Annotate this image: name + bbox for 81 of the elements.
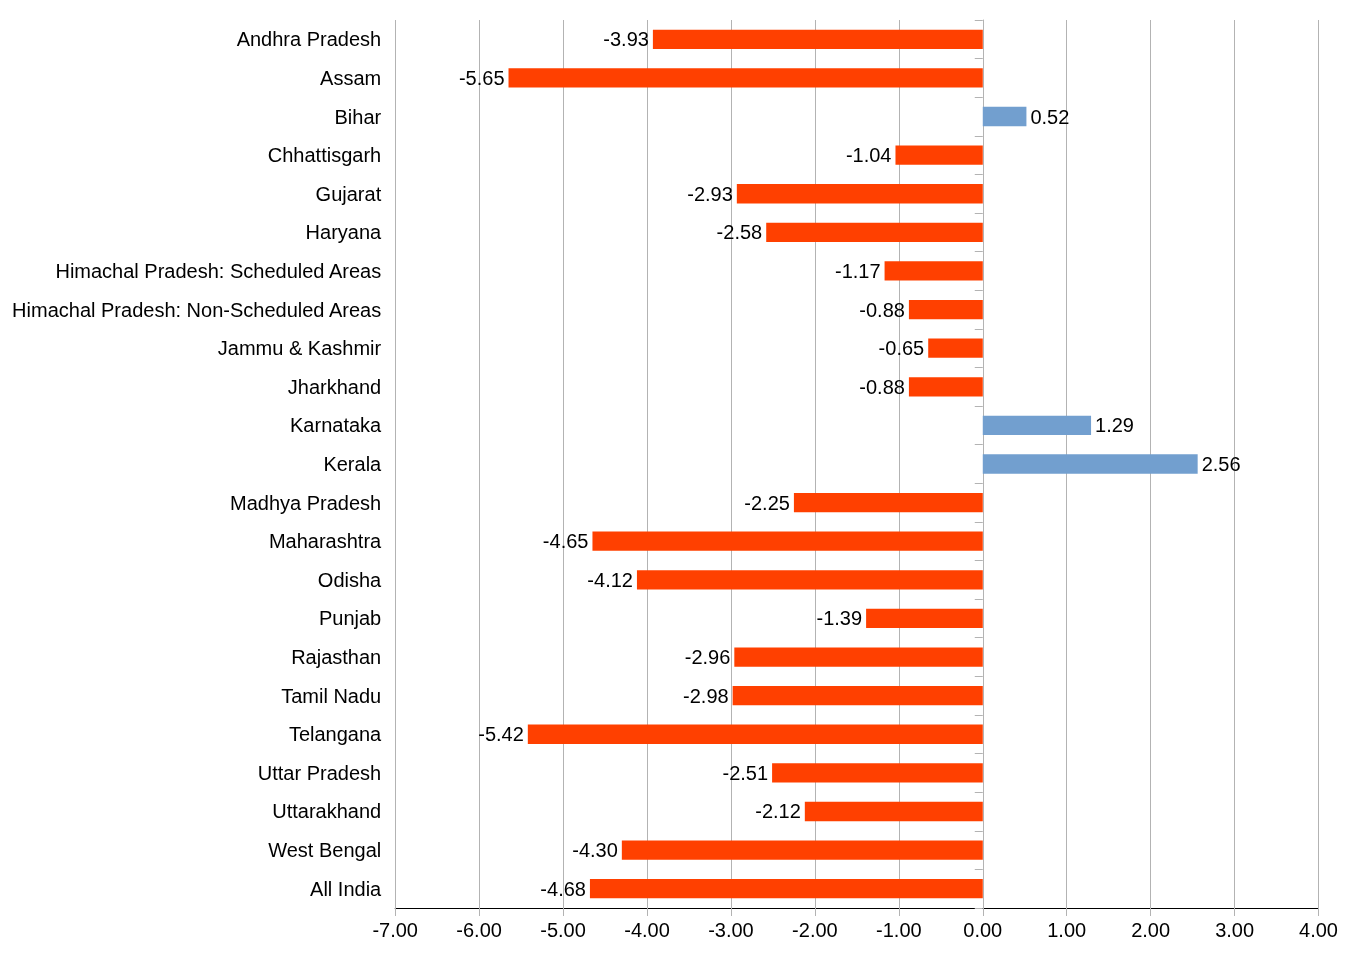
data-label: -3.93 (603, 28, 649, 51)
data-label: -5.65 (458, 66, 505, 89)
y-tick-label: Andhra Pradesh (236, 28, 382, 51)
y-tick-label: Punjab (318, 607, 382, 630)
data-label: -5.42 (478, 723, 524, 746)
y-tick-label: Chhattisgarh (267, 144, 382, 167)
x-tick-label: 1.00 (1047, 919, 1087, 941)
y-tick-label: Odisha (317, 568, 383, 591)
data-label: -0.88 (859, 375, 905, 398)
bar (734, 647, 983, 667)
x-tick-label: -3.00 (708, 919, 754, 941)
y-tick-label: Maharashtra (268, 530, 383, 553)
x-tick-label: -5.00 (540, 919, 586, 941)
bar (772, 763, 983, 783)
bar (982, 454, 1198, 474)
data-label: -2.25 (744, 491, 790, 514)
data-label: -4.12 (587, 568, 633, 591)
x-tick-label: -4.00 (624, 919, 670, 941)
y-tick-label: Haryana (305, 221, 383, 244)
x-tick-label: 3.00 (1215, 919, 1255, 941)
data-label: 2.56 (1201, 453, 1241, 475)
data-label: -4.65 (542, 530, 589, 553)
y-tick-label: Gujarat (315, 182, 382, 205)
y-tick-label: West Bengal (268, 839, 382, 862)
x-tick-label: 2.00 (1131, 919, 1171, 941)
data-label: -4.68 (540, 877, 586, 900)
data-label: -0.65 (878, 337, 925, 360)
bar (866, 608, 983, 629)
data-label: -1.17 (834, 259, 881, 282)
bar (652, 29, 983, 49)
bar (527, 724, 983, 744)
data-label: 0.52 (1030, 105, 1070, 128)
x-tick-label: -2.00 (792, 919, 838, 941)
bar (508, 68, 983, 88)
y-tick-label: Himachal Pradesh: Scheduled Areas (55, 259, 382, 282)
x-tick-label: -7.00 (372, 919, 418, 941)
y-tick-label: Madhya Pradesh (229, 491, 382, 514)
bar (732, 686, 983, 706)
y-tick-label: Rajasthan (291, 646, 382, 669)
data-label: -2.98 (683, 684, 729, 707)
bar (592, 531, 983, 551)
y-tick-label: Kerala (323, 453, 383, 475)
bar (793, 492, 983, 513)
y-tick-label: Telangana (288, 723, 383, 746)
data-label: 1.29 (1095, 414, 1134, 437)
bar (895, 145, 983, 165)
data-label: -0.88 (859, 298, 905, 321)
bar (636, 570, 983, 590)
bar (736, 184, 983, 204)
bar (766, 222, 983, 242)
y-tick-label: Bihar (334, 105, 382, 128)
data-label: -1.04 (845, 144, 892, 167)
y-tick-label: Tamil Nadu (281, 684, 382, 707)
y-tick-label: Karnataka (290, 414, 383, 437)
y-tick-label: Jharkhand (287, 375, 382, 398)
bar (884, 261, 983, 281)
y-tick-label: Himachal Pradesh: Non-Scheduled Areas (12, 298, 382, 321)
data-label: -2.96 (684, 646, 731, 669)
x-tick-label: -1.00 (876, 919, 922, 941)
bar (621, 840, 983, 860)
bar (982, 106, 1027, 127)
data-label: -2.93 (687, 182, 733, 205)
bar (908, 377, 983, 397)
bar (908, 299, 983, 320)
y-tick-label: All India (310, 877, 383, 900)
y-tick-label: Assam (320, 66, 382, 89)
data-label: -2.58 (716, 221, 763, 244)
data-label: -4.30 (572, 839, 618, 862)
bar (982, 415, 1092, 436)
y-tick-label: Uttar Pradesh (257, 761, 382, 784)
data-label: -2.51 (722, 761, 769, 784)
bar (804, 801, 983, 822)
y-tick-label: Uttarakhand (272, 800, 382, 823)
data-label: -1.39 (816, 607, 863, 630)
data-label: -2.12 (755, 800, 801, 823)
bar (589, 879, 983, 899)
x-tick-label: -6.00 (456, 919, 502, 941)
x-tick-label: 0.00 (963, 919, 1003, 941)
x-tick-label: 4.00 (1299, 919, 1339, 941)
bar (928, 338, 983, 358)
y-tick-label: Jammu & Kashmir (217, 337, 382, 360)
